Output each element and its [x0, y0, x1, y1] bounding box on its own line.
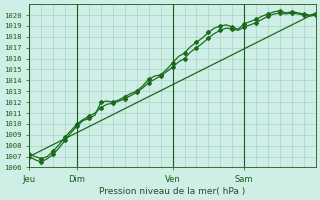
X-axis label: Pression niveau de la mer( hPa ): Pression niveau de la mer( hPa ) [100, 187, 246, 196]
